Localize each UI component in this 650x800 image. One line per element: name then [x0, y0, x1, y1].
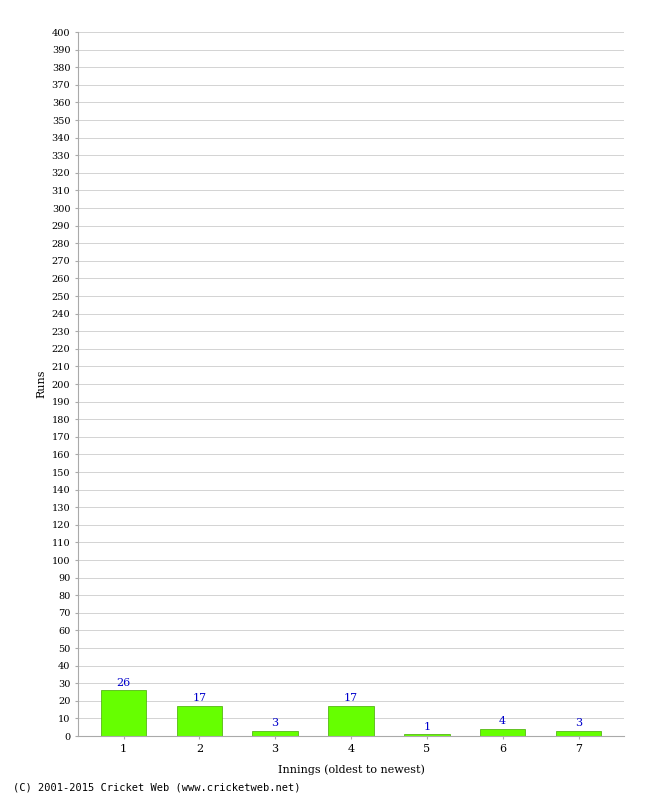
- Bar: [556, 730, 601, 736]
- Bar: [252, 730, 298, 736]
- Bar: [101, 690, 146, 736]
- Text: 17: 17: [344, 694, 358, 703]
- Bar: [177, 706, 222, 736]
- Text: 26: 26: [116, 678, 131, 687]
- Text: 17: 17: [192, 694, 207, 703]
- Bar: [328, 706, 374, 736]
- X-axis label: Innings (oldest to newest): Innings (oldest to newest): [278, 765, 424, 775]
- Text: 3: 3: [272, 718, 279, 728]
- Text: (C) 2001-2015 Cricket Web (www.cricketweb.net): (C) 2001-2015 Cricket Web (www.cricketwe…: [13, 782, 300, 792]
- Text: 1: 1: [423, 722, 430, 731]
- Bar: [480, 729, 525, 736]
- Text: 3: 3: [575, 718, 582, 728]
- Text: 4: 4: [499, 716, 506, 726]
- Bar: [404, 734, 450, 736]
- Y-axis label: Runs: Runs: [36, 370, 46, 398]
